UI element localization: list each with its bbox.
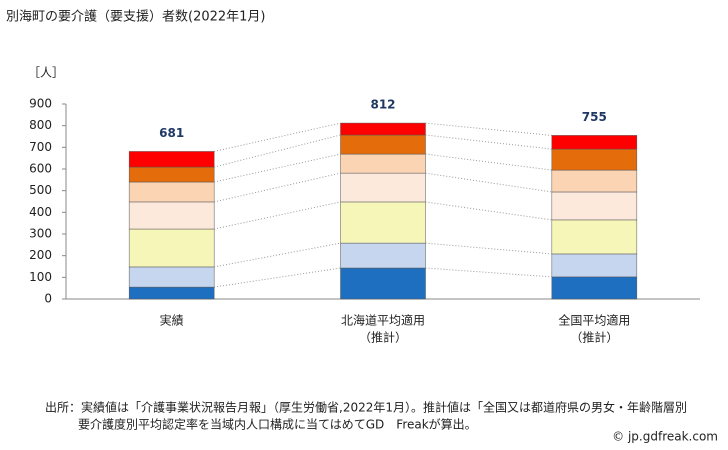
bar-segment bbox=[340, 242, 426, 269]
y-tick-label: 700 bbox=[29, 140, 52, 154]
y-tick-label: 500 bbox=[29, 183, 52, 197]
connector bbox=[425, 122, 552, 136]
connector bbox=[425, 172, 552, 193]
connector bbox=[425, 153, 552, 171]
connector bbox=[214, 122, 341, 152]
x-tick-label: 全国平均適用 bbox=[558, 313, 630, 328]
connector bbox=[214, 153, 341, 183]
y-tick-label: 200 bbox=[29, 248, 52, 262]
connector bbox=[214, 201, 341, 230]
connector bbox=[214, 242, 341, 268]
y-tick-label: 800 bbox=[29, 118, 52, 132]
bar-segment bbox=[340, 267, 426, 300]
y-tick-label: 100 bbox=[29, 270, 52, 284]
total-label: 812 bbox=[370, 98, 395, 112]
note-line: 要介護度別平均認定率を当域内人口構成に当てはめてGD Freakが算出。 bbox=[78, 417, 477, 432]
bar-segment bbox=[128, 181, 215, 203]
bar-segment bbox=[128, 286, 215, 300]
y-tick-label: 400 bbox=[29, 205, 52, 219]
y-unit: ［人］ bbox=[28, 66, 64, 80]
bar-segment bbox=[551, 135, 638, 150]
bar-segment bbox=[128, 151, 215, 168]
connector bbox=[214, 134, 341, 168]
bar-segment bbox=[128, 166, 215, 183]
connector bbox=[425, 134, 552, 150]
connector bbox=[214, 172, 341, 203]
bar-segment bbox=[551, 169, 638, 193]
chart-title: 別海町の要介護（要支援）者数(2022年1月) bbox=[6, 9, 266, 25]
connector bbox=[214, 267, 341, 288]
bar-segment bbox=[551, 253, 638, 278]
bar-segment bbox=[340, 134, 426, 155]
bar-segment bbox=[128, 228, 215, 268]
bar-segment bbox=[551, 219, 638, 255]
bar-segment bbox=[340, 122, 426, 136]
bar-segment bbox=[128, 266, 215, 288]
y-tick-label: 600 bbox=[29, 162, 52, 176]
y-tick-label: 0 bbox=[44, 292, 52, 306]
total-label: 755 bbox=[582, 110, 607, 124]
y-tick-label: 300 bbox=[29, 227, 52, 241]
bar-segment bbox=[340, 172, 426, 203]
total-label: 681 bbox=[159, 126, 184, 140]
bar-segment bbox=[551, 276, 638, 300]
bar-segment bbox=[551, 148, 638, 171]
x-tick-label: 実績 bbox=[160, 313, 184, 328]
x-tick-label: 北海道平均適用 bbox=[341, 313, 425, 328]
bar-segment bbox=[340, 201, 426, 244]
x-tick-note: （推計） bbox=[359, 330, 407, 345]
bar-segment bbox=[551, 191, 638, 221]
bar-segment bbox=[128, 201, 215, 230]
connector bbox=[425, 242, 552, 255]
x-tick-note: （推計） bbox=[570, 330, 618, 345]
connector bbox=[425, 267, 552, 278]
connector bbox=[425, 201, 552, 221]
source: © jp.gdfreak.com bbox=[612, 430, 718, 444]
note-line: 出所：実績値は「介護事業状況報告月報」（厚生労働省,2022年1月）。推計値は「… bbox=[45, 400, 687, 415]
bar-segment bbox=[340, 153, 426, 174]
y-tick-label: 900 bbox=[29, 97, 52, 111]
